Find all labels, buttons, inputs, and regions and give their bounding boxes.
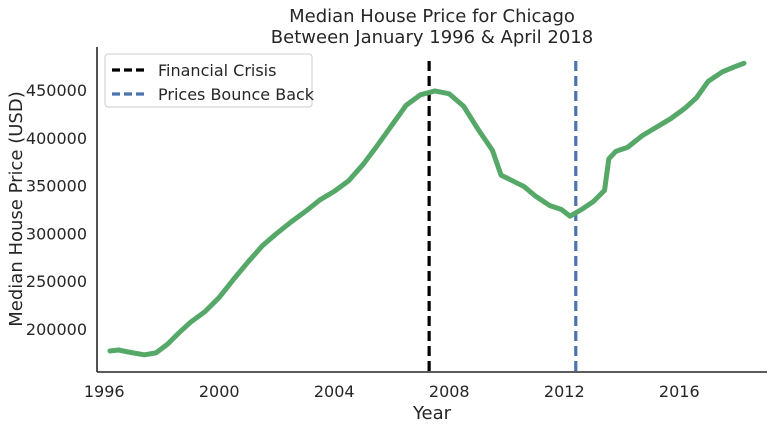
y-axis-label: Median House Price (USD): [6, 91, 27, 326]
legend-label-financial-crisis: Financial Crisis: [158, 61, 276, 80]
y-tick-label: 450000: [26, 81, 87, 100]
series-group: [107, 60, 747, 358]
x-tick-label: 2000: [199, 382, 240, 401]
x-axis-label: Year: [412, 403, 452, 424]
y-tick-labels: 200000 250000 300000 350000 400000 450000: [26, 81, 87, 339]
legend-box: [104, 53, 313, 108]
series-line-median-price: [107, 60, 747, 358]
x-tick-label: 2016: [659, 382, 700, 401]
x-tick-label: 1996: [84, 382, 125, 401]
y-tick-label: 300000: [26, 224, 87, 243]
y-tick-label: 200000: [26, 320, 87, 339]
chart-title: Median House Price for Chicago: [289, 6, 575, 27]
y-tick-label: 400000: [26, 129, 87, 148]
x-tick-label: 2012: [544, 382, 585, 401]
x-tick-label: 2004: [314, 382, 355, 401]
reference-lines: [427, 61, 578, 372]
legend-label-prices-bounce-back: Prices Bounce Back: [158, 85, 315, 104]
legend: Financial Crisis Prices Bounce Back: [104, 53, 315, 108]
y-tick-label: 250000: [26, 272, 87, 291]
chart-subtitle: Between January 1996 & April 2018: [271, 27, 593, 48]
y-tick-label: 350000: [26, 177, 87, 196]
x-tick-label: 2008: [429, 382, 470, 401]
x-tick-labels: 1996 2000 2004 2008 2012 2016: [84, 382, 700, 401]
